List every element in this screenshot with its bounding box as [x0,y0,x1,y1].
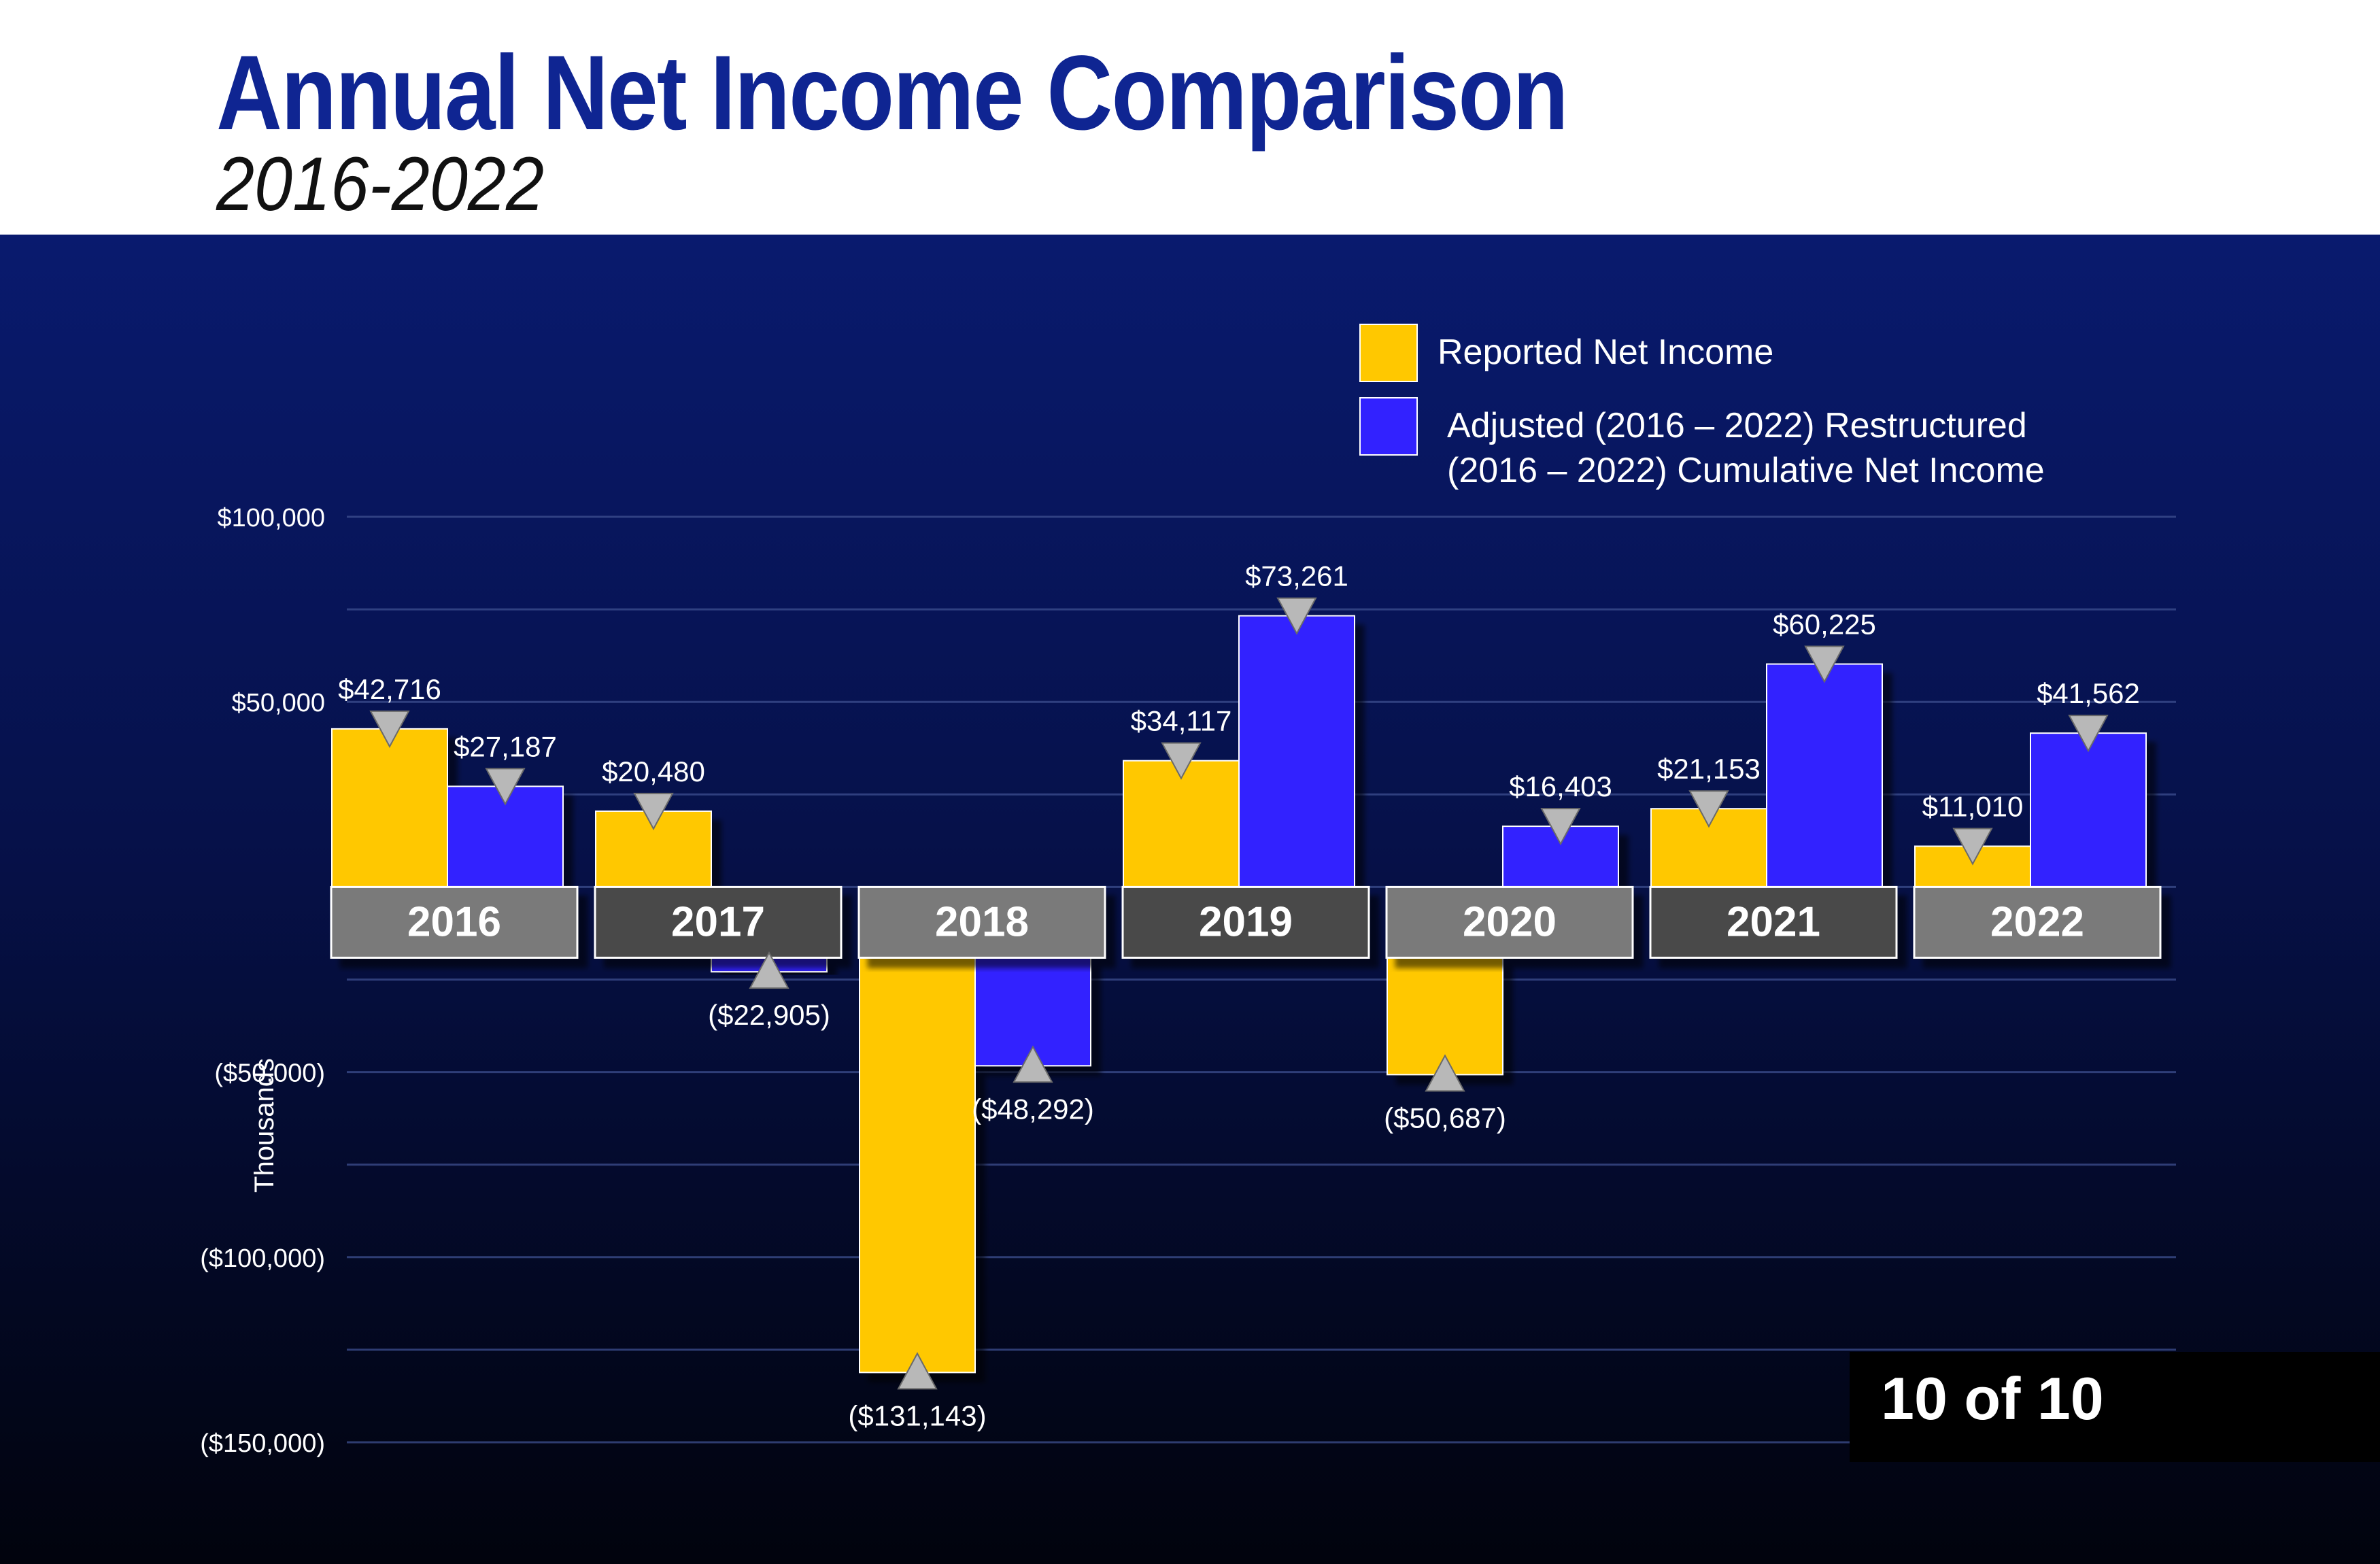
legend: Reported Net Income Adjusted (2016 – 2022… [1359,324,2045,490]
category-box-2016 [330,885,579,959]
y-tick-label: $50,000 [232,689,325,717]
value-marker-icon [749,951,789,989]
category-box-2022 [1913,885,2162,959]
data-label: $16,403 [1509,770,1612,802]
data-labels: $42,716 $27,187 $20,480 ($22,905) ($131,143)… [338,560,2140,1432]
data-label: $21,153 [1657,753,1761,785]
category-label: 2017 [671,898,765,945]
value-marker-icon [1013,1045,1053,1083]
category-box-2019 [1121,885,1370,959]
data-label: $60,225 [1773,609,1876,641]
bar-adjusted-2019 [1238,615,1355,888]
y-tick-label: $100,000 [218,504,326,532]
value-marker-icon [1161,742,1202,780]
bars [331,615,2147,1374]
slide-title: Annual Net Income Comparison [216,34,1569,152]
y-axis-label: Thousands [250,1058,279,1193]
value-marker-icon [1952,828,1993,866]
data-label: $11,010 [1922,790,2024,822]
data-label: $41,562 [2037,677,2140,709]
y-tick-label: ($100,000) [200,1244,325,1273]
data-label: $20,480 [602,755,705,787]
value-marker-icon [1276,597,1317,635]
value-marker-icon [2068,715,2109,753]
legend-swatch-adjusted [1359,397,1418,456]
category-box-2017 [594,885,843,959]
value-marker-icon [633,792,674,831]
chart-panel: $100,000 $50,000 ($50,000) ($100,000) ($150,… [0,235,2380,1564]
data-label: ($22,905) [708,999,830,1031]
y-tick-label: ($50,000) [214,1059,325,1088]
category-box-2020 [1385,885,1634,959]
data-label: ($48,292) [972,1093,1094,1125]
data-label: $34,117 [1131,705,1232,737]
value-marker-icon [1425,1054,1465,1092]
value-marker-icon [485,768,526,806]
legend-swatch-reported [1359,324,1418,382]
data-label: $42,716 [338,673,441,705]
slide-header: Annual Net Income Comparison 2016-2022 [0,0,2380,235]
legend-label: Reported Net Income [1438,333,1773,372]
value-marker-icon [369,710,410,748]
category-label: 2022 [1990,898,2084,945]
data-label: ($50,687) [1384,1102,1506,1134]
page-counter: 10 of 10 [1850,1352,2380,1462]
y-axis-tick-labels: $100,000 $50,000 ($50,000) ($100,000) ($150,… [200,504,325,1458]
bar-chart: $100,000 $50,000 ($50,000) ($100,000) ($150,… [200,324,2176,1458]
legend-label: Adjusted (2016 – 2022) Restructured [1447,406,2027,445]
value-marker-icon [1540,808,1581,846]
value-marker-icon [897,1352,938,1390]
value-marker-icon [1688,790,1729,828]
category-label: 2021 [1727,898,1820,945]
slide-subtitle: 2016-2022 [216,141,545,226]
category-label: 2019 [1199,898,1293,945]
category-label: 2016 [407,898,501,945]
bar-adjusted-2021 [1766,663,1883,888]
category-box-2018 [857,885,1106,959]
category-box-2021 [1649,885,1898,959]
y-tick-label: ($150,000) [200,1429,325,1458]
bar-reported-2018 [859,957,976,1374]
bar-adjusted-2022 [2030,732,2147,888]
data-label: $73,261 [1245,560,1348,592]
category-label: 2018 [935,898,1029,945]
legend-label: (2016 – 2022) Cumulative Net Income [1447,451,2045,490]
value-marker-icon [1804,645,1845,683]
data-label: ($131,143) [848,1399,986,1431]
bar-reported-2016 [331,728,448,888]
page-counter-text: 10 of 10 [1881,1365,2104,1432]
data-label: $27,187 [454,730,557,762]
category-boxes: 2016 2017 2018 2019 2020 2021 2022 [330,885,2162,959]
category-label: 2020 [1463,898,1557,945]
